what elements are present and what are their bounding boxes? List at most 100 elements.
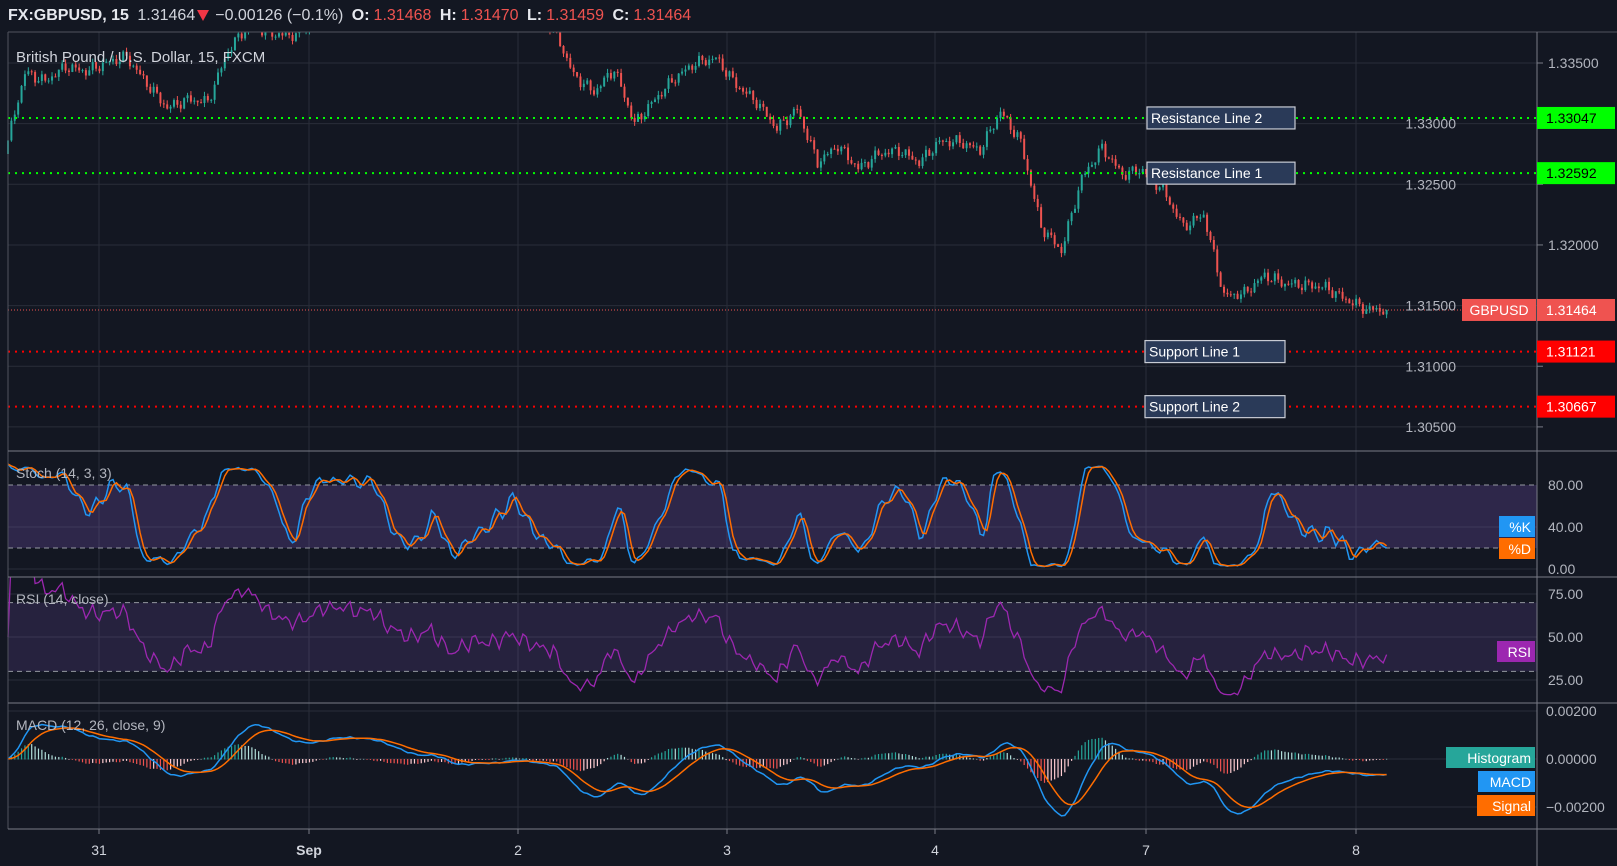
macd-histogram-bar — [617, 753, 619, 760]
macd-histogram-bar — [793, 758, 795, 760]
candle-body — [1209, 231, 1212, 241]
price-tick-label: 1.30500 — [1405, 419, 1456, 435]
macd-title[interactable]: MACD (12, 26, close, 9) — [16, 717, 165, 733]
macd-histogram-bar — [1196, 759, 1198, 765]
macd-histogram-bar — [125, 759, 128, 761]
candle-body — [281, 33, 284, 36]
candle-body — [403, 3, 405, 10]
stoch-k-line — [7, 463, 1387, 568]
candle-body — [1114, 159, 1117, 166]
candle-body — [186, 95, 189, 99]
candle-body — [569, 57, 572, 68]
candle-body — [122, 51, 125, 62]
macd-histogram-bar — [1382, 759, 1384, 760]
candle-body — [237, 33, 240, 38]
level-label-box — [1146, 161, 1296, 185]
macd-histogram-bar — [1206, 759, 1208, 763]
candle-body — [779, 119, 782, 131]
candle-body — [1175, 208, 1178, 217]
macd-histogram-bar — [993, 755, 995, 760]
macd-histogram-bar — [718, 754, 720, 760]
macd-histogram-bar — [75, 759, 77, 761]
candle-body — [464, 12, 466, 17]
macd-histogram-bar — [772, 759, 775, 769]
macd-histogram-bar — [769, 759, 771, 769]
stoch-title[interactable]: Stoch (14, 3, 3) — [16, 465, 112, 481]
macd-histogram-bar — [163, 759, 165, 771]
macd-histogram-bar — [1125, 757, 1127, 760]
macd-histogram-bar — [671, 748, 673, 760]
candle-body — [101, 62, 104, 72]
macd-histogram-bar — [457, 759, 460, 764]
macd-histogram-bar — [908, 754, 910, 760]
candle-body — [891, 148, 894, 155]
macd-histogram-bar — [109, 759, 111, 763]
candle-body — [176, 100, 179, 105]
candle-body — [681, 71, 684, 74]
symbol-label[interactable]: FX:GBPUSD, 15 — [8, 7, 129, 24]
macd-histogram-bar — [78, 759, 80, 762]
candle-body — [468, 18, 470, 22]
candle-body — [1256, 280, 1259, 284]
candle-body — [142, 74, 145, 76]
candle-body — [1141, 169, 1144, 173]
macd-histogram-bar — [1223, 759, 1225, 774]
rsi-tick-label: 25.00 — [1548, 672, 1583, 688]
macd-histogram-bar — [630, 759, 632, 763]
macd-histogram-bar — [132, 759, 134, 764]
time-tick-label: 2 — [514, 842, 522, 858]
candle-body — [684, 69, 687, 72]
macd-histogram-bar — [1094, 738, 1096, 760]
candle-body — [586, 80, 589, 84]
macd-histogram-bar — [586, 759, 588, 769]
macd-histogram-bar — [603, 759, 605, 762]
macd-histogram-bar — [1172, 759, 1174, 769]
macd-histogram-bar — [539, 759, 541, 761]
level-lines[interactable]: Resistance Line 2 Resistance Line 1 Suppor… — [8, 106, 1537, 419]
axis-labels: 1.33500 1.33000 1.32500 1.32000 1.31500 1.310… — [91, 55, 1615, 858]
macd-histogram-bar — [1253, 756, 1256, 760]
candle-body — [1283, 283, 1286, 287]
candle-body — [437, 9, 439, 14]
candle-body — [914, 159, 917, 161]
candle-body — [223, 58, 226, 69]
candle-body — [47, 80, 50, 82]
candle-body — [258, 25, 260, 29]
time-tick-label: Sep — [296, 842, 322, 858]
candle-body — [498, 14, 500, 21]
stoch-band — [8, 485, 1537, 548]
last-price-value: 1.31464 — [1546, 302, 1597, 318]
candle-body — [728, 71, 731, 77]
candle-body — [1355, 298, 1358, 306]
candle-body — [803, 116, 806, 129]
candle-body — [1138, 172, 1141, 175]
candle-body — [623, 86, 626, 98]
macd-histogram-bar — [44, 752, 46, 760]
level-price-tag — [1537, 395, 1615, 418]
candle-body — [792, 108, 795, 116]
candle-body — [745, 91, 748, 94]
rsi-title[interactable]: RSI (14, close) — [16, 591, 109, 607]
macd-histogram-bar — [949, 754, 951, 760]
candle-body — [417, 6, 419, 11]
open-label: O: — [351, 7, 370, 24]
macd-histogram-bar — [871, 756, 873, 760]
candle-body — [735, 77, 738, 88]
macd-histogram-bar — [1230, 759, 1232, 773]
macd-histogram-bar — [1148, 759, 1151, 762]
candle-body — [118, 61, 121, 65]
macd-histogram-bar — [495, 758, 497, 760]
macd-histogram-bar — [1199, 759, 1201, 764]
candle-body — [522, 12, 524, 19]
candle-body — [1202, 214, 1205, 218]
macd-histogram-bar — [1013, 758, 1015, 760]
macd-histogram-bar — [498, 759, 500, 760]
macd-histogram-bar — [440, 759, 443, 762]
candle-body — [1324, 281, 1327, 288]
macd-histogram-bar — [444, 759, 446, 763]
macd-histogram-bar — [1138, 759, 1140, 761]
candle-body — [1382, 311, 1385, 315]
candle-body — [1199, 217, 1202, 219]
candle-body — [298, 32, 301, 34]
